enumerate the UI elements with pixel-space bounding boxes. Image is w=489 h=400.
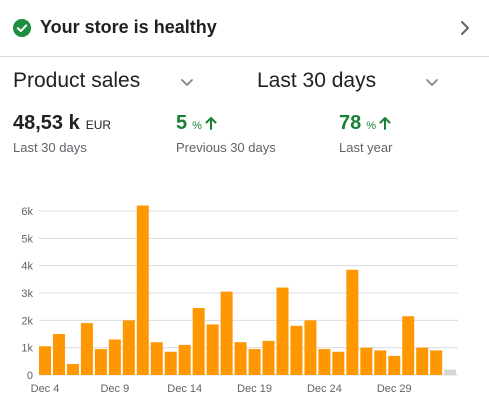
date-range-selector[interactable]: Last 30 days: [257, 69, 377, 92]
sales-bar: [178, 344, 191, 375]
arrow-up-icon: [205, 117, 217, 130]
arrow-up-icon: [379, 117, 391, 130]
stat-vs-previous-period: 5 % Previous 30 days: [176, 112, 276, 155]
stat-value: 5: [176, 112, 188, 134]
y-tick-label: 2k: [21, 315, 33, 327]
sales-bar: [318, 349, 331, 375]
sales-bar: [332, 351, 345, 375]
store-health-banner[interactable]: Your store is healthy: [0, 0, 489, 57]
sales-bar: [66, 364, 79, 375]
sales-bar: [374, 350, 387, 375]
sales-bar: [164, 351, 177, 375]
chevron-right-icon[interactable]: [459, 18, 471, 38]
chevron-down-icon[interactable]: [425, 78, 439, 88]
sales-bar: [346, 269, 359, 375]
stat-percent-sign: %: [366, 120, 377, 132]
metric-selector[interactable]: Product sales: [13, 69, 141, 92]
sales-bar: [416, 347, 429, 375]
x-tick-label: Dec 24: [307, 383, 342, 395]
sales-bar: [248, 349, 261, 375]
y-tick-label: 3k: [21, 288, 33, 300]
x-tick-label: Dec 4: [31, 383, 60, 395]
y-tick-label: 0: [27, 370, 33, 382]
y-tick-label: 4k: [21, 261, 33, 273]
y-tick-label: 6k: [21, 206, 33, 218]
y-tick-label: 1k: [21, 343, 33, 355]
sales-bar: [39, 346, 51, 375]
sales-bar: [234, 342, 247, 375]
sales-bar: [122, 320, 135, 375]
sales-bar: [388, 355, 401, 375]
stat-value-row: 48,53 k EUR: [13, 112, 111, 135]
check-circle-icon: [13, 19, 31, 37]
sales-bar: [304, 320, 317, 375]
stat-label: Last 30 days: [13, 140, 87, 155]
sales-bar: [220, 291, 233, 375]
stat-value-row: 5 %: [176, 112, 276, 135]
y-tick-label: 5k: [21, 233, 33, 245]
sales-bar: [262, 340, 275, 375]
sales-bar: [430, 350, 443, 375]
sales-bar: [80, 323, 93, 375]
sales-bar: [402, 316, 415, 375]
partial-day-bar: [444, 369, 457, 375]
stat-currency: EUR: [85, 118, 112, 132]
health-status-title: Your store is healthy: [40, 17, 217, 37]
sales-bar: [108, 339, 121, 375]
stat-label: Last year: [339, 140, 393, 155]
x-tick-label: Dec 14: [167, 383, 202, 395]
stat-value: 48,53 k: [13, 112, 80, 134]
sales-bar: [290, 325, 303, 375]
stat-value: 78: [339, 112, 362, 134]
stat-percent-sign: %: [192, 120, 202, 132]
stat-label: Previous 30 days: [176, 140, 276, 155]
sales-bar: [136, 205, 149, 375]
sales-bar: [192, 308, 205, 375]
x-tick-label: Dec 29: [377, 383, 412, 395]
stat-value-row: 78 %: [339, 112, 392, 135]
x-tick-label: Dec 19: [237, 383, 272, 395]
x-tick-label: Dec 9: [100, 383, 129, 395]
stat-total-sales: 48,53 k EUR Last 30 days: [13, 112, 111, 155]
sales-bar: [206, 324, 219, 375]
stat-vs-last-year: 78 % Last year: [339, 112, 392, 155]
sales-bar: [94, 349, 107, 375]
sales-bar: [360, 347, 373, 375]
sales-bar: [150, 342, 163, 375]
sales-bar: [52, 334, 65, 375]
chevron-down-icon[interactable]: [180, 78, 194, 88]
sales-bar: [276, 287, 289, 375]
daily-sales-bar-chart: 0 1k 2k 3k 4k 5k 6k Dec 4 Dec 9 Dec 14 Dec 19 Dec 2…: [21, 205, 458, 395]
